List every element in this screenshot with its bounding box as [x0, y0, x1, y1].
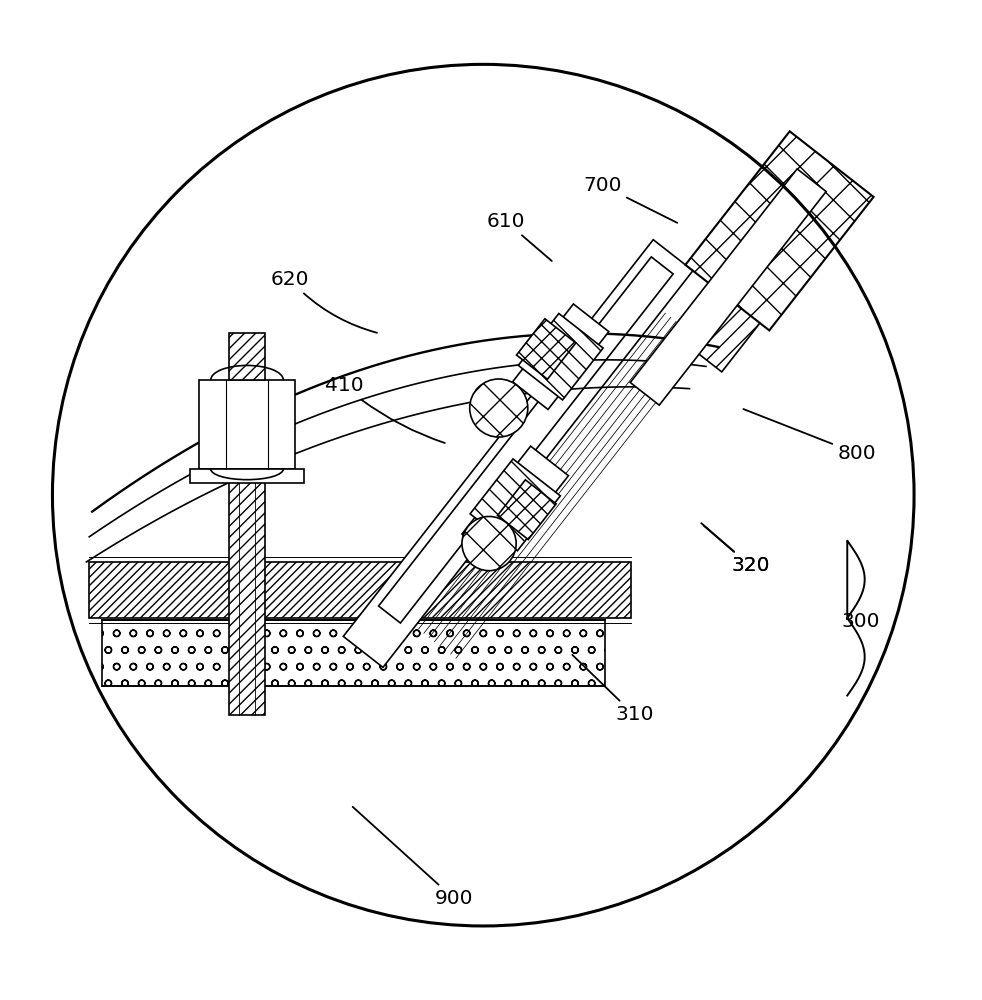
Polygon shape [470, 459, 561, 551]
Polygon shape [630, 169, 826, 405]
Text: 900: 900 [353, 807, 473, 908]
Polygon shape [344, 240, 693, 667]
Text: 620: 620 [270, 270, 377, 333]
Polygon shape [517, 319, 575, 379]
Circle shape [469, 379, 527, 437]
Polygon shape [685, 131, 874, 330]
Polygon shape [513, 304, 609, 409]
Text: 410: 410 [324, 376, 445, 443]
Polygon shape [89, 562, 631, 618]
Text: 700: 700 [583, 176, 678, 223]
Text: 320: 320 [704, 526, 770, 575]
Polygon shape [229, 447, 265, 715]
Polygon shape [462, 446, 569, 564]
Polygon shape [198, 380, 296, 469]
Text: 320: 320 [701, 523, 770, 575]
Text: 310: 310 [573, 655, 654, 724]
Polygon shape [102, 620, 605, 686]
Polygon shape [676, 216, 816, 372]
Polygon shape [229, 333, 265, 380]
Text: 300: 300 [842, 612, 880, 631]
Text: 800: 800 [743, 409, 876, 463]
Polygon shape [190, 469, 304, 483]
Polygon shape [379, 257, 673, 623]
Polygon shape [518, 313, 603, 400]
Text: 610: 610 [486, 212, 552, 261]
Circle shape [462, 516, 517, 571]
Polygon shape [498, 480, 556, 540]
